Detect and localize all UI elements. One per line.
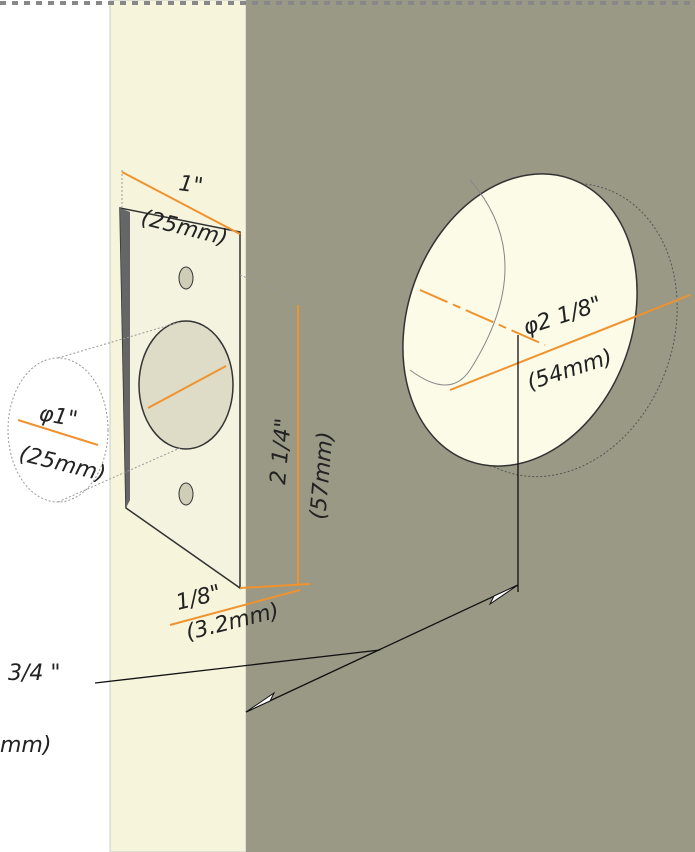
arrowhead (245, 691, 276, 713)
cross-bore (402, 173, 638, 467)
bore-center-line (147, 365, 227, 409)
dimension-line (17, 419, 99, 446)
phantom-line (57, 321, 181, 359)
dim-label: 1" (177, 171, 204, 199)
arrowhead (488, 584, 519, 606)
dim-label: 3/4 " (8, 661, 61, 686)
dimension-line (169, 589, 301, 626)
dimension-line (239, 583, 311, 589)
screw-hole (178, 482, 194, 506)
dimension-line (121, 171, 241, 235)
edge-bore-hole (138, 320, 234, 450)
screw-hole (178, 266, 194, 290)
dim-label: 2 1/4" (266, 417, 297, 485)
plate-edge (120, 208, 130, 508)
bore-center-line (419, 289, 546, 346)
dim-label: mm) (0, 733, 51, 758)
leader-line (94, 649, 381, 684)
bore-edge (409, 179, 506, 386)
bore-back-outline (432, 182, 678, 478)
dimension-line (245, 584, 519, 713)
dimension-line (449, 294, 691, 391)
extension-line (239, 274, 301, 301)
